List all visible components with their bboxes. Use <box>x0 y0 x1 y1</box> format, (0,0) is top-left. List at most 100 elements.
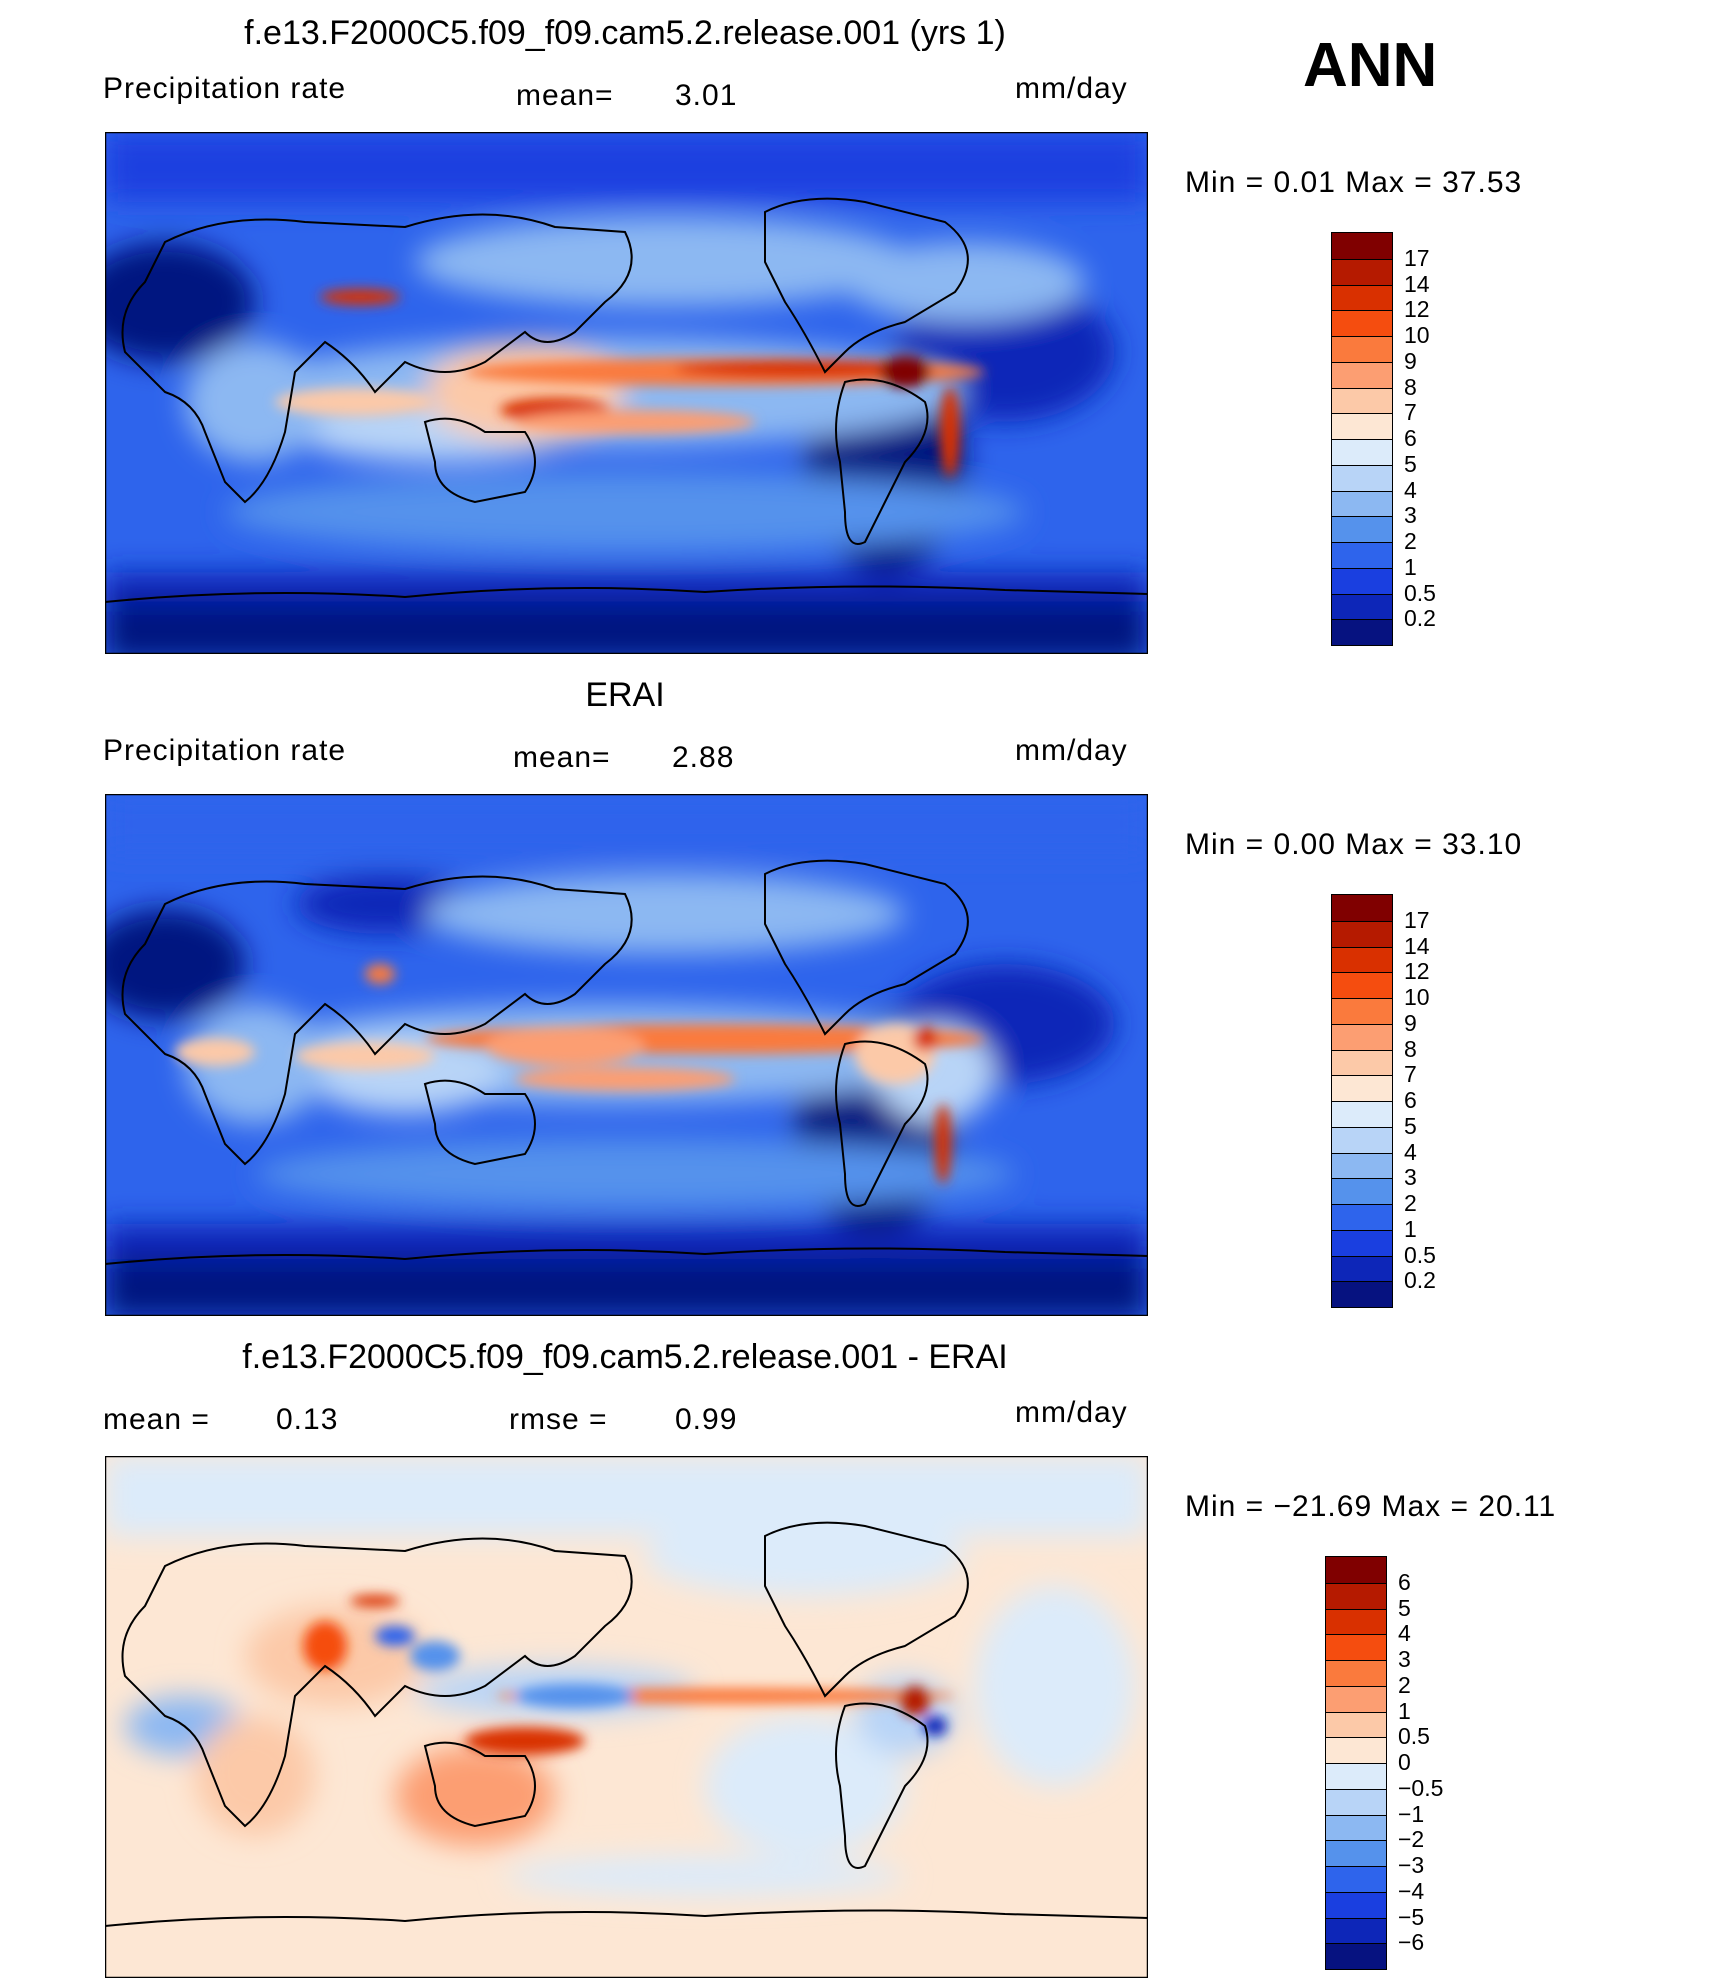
colorbar-tick-label: −4 <box>1398 1877 1425 1904</box>
colorbar-swatch <box>1332 567 1392 594</box>
panel2-title: ERAI <box>585 676 665 714</box>
colorbar-swatch <box>1332 413 1392 439</box>
panel2-variable-label: Precipitation rate <box>103 734 347 767</box>
colorbar-swatch <box>1326 1660 1386 1686</box>
colorbar-tick-label: 3 <box>1404 1164 1417 1191</box>
colorbar-swatch <box>1332 998 1392 1024</box>
panel2-minmax: Min = 0.00 Max = 33.10 <box>1185 828 1523 861</box>
panel3-units: mm/day <box>1015 1396 1128 1429</box>
colorbar-swatch <box>1332 310 1392 336</box>
colorbar-swatch <box>1332 895 1392 921</box>
colorbar-swatch <box>1332 1229 1392 1256</box>
panel2-map-svg <box>104 793 1149 1317</box>
colorbar-swatch <box>1332 593 1392 620</box>
panel3-rmse-label: rmse = <box>509 1403 608 1436</box>
panel2-colorbar: 17 14 12 10 9 8 7 6 5 4 3 2 1 0.5 0.2 <box>1331 894 1436 1308</box>
landmass-eurasia-africa <box>121 875 633 1166</box>
colorbar-swatch <box>1326 1917 1386 1944</box>
colorbar-tick-label: 7 <box>1404 399 1417 426</box>
colorbar-tick-label: 1 <box>1404 1215 1417 1242</box>
colorbar-swatch <box>1332 516 1392 542</box>
landmass-australia <box>423 1079 536 1166</box>
colorbar-tick-label: −6 <box>1398 1929 1425 1956</box>
panel3-mean-label: mean = <box>103 1403 210 1436</box>
colorbar-swatch <box>1332 1152 1392 1179</box>
colorbar-swatch <box>1332 972 1392 998</box>
colorbar-tick-label: 0.5 <box>1404 1241 1436 1268</box>
colorbar-tick-label: 17 <box>1404 906 1430 933</box>
panel3-map-frame <box>104 1455 1149 1979</box>
panel2-mean-label: mean= <box>513 741 611 774</box>
colorbar-swatch <box>1332 542 1392 568</box>
colorbar-swatch <box>1326 1788 1386 1815</box>
colorbar-swatch <box>1332 1178 1392 1204</box>
colorbar-tick-label: −0.5 <box>1398 1774 1444 1801</box>
landmass-eurasia-africa <box>121 1537 633 1828</box>
colorbar-tick-label: −2 <box>1398 1826 1425 1853</box>
landmass-australia <box>423 417 536 504</box>
colorbar-tick-label: 3 <box>1398 1646 1411 1672</box>
colorbar-swatch <box>1326 1685 1386 1712</box>
colorbar-swatch <box>1332 920 1392 947</box>
colorbar-swatch <box>1326 1840 1386 1866</box>
panel3-rmse-value: 0.99 <box>675 1403 738 1436</box>
colorbar-swatch <box>1326 1608 1386 1635</box>
panel1-title: f.e13.F2000C5.f09_f09.cam5.2.release.001… <box>244 14 1006 52</box>
colorbar-tick-label: 8 <box>1404 1035 1417 1062</box>
colorbar-tick-label: 5 <box>1398 1594 1411 1621</box>
colorbar-swatch <box>1332 336 1392 362</box>
panel2-units: mm/day <box>1015 734 1128 767</box>
colorbar-tick-label: 1 <box>1404 553 1417 580</box>
colorbar-swatch <box>1332 387 1392 414</box>
panel3-colorbar: 6 5 4 3 2 1 0.5 0 −0.5 −1 −2 −3 −4 −5 −6 <box>1325 1556 1443 1970</box>
panel1-minmax: Min = 0.01 Max = 37.53 <box>1185 166 1523 199</box>
colorbar-swatch <box>1332 619 1392 645</box>
landmass-north-america <box>764 859 969 1036</box>
colorbar-swatch <box>1326 1557 1386 1583</box>
colorbar-tick-label: 3 <box>1404 502 1417 529</box>
panel2-mean-value: 2.88 <box>672 741 735 774</box>
panel2-map <box>104 793 1149 1317</box>
landmass-north-america <box>764 197 969 374</box>
landmass-australia <box>423 1741 536 1828</box>
colorbar-swatch <box>1332 1126 1392 1153</box>
panel1-map-frame <box>104 131 1149 655</box>
colorbar-swatch <box>1326 1763 1386 1789</box>
colorbar-tick-label: 7 <box>1404 1061 1417 1088</box>
colorbar-swatch <box>1326 1943 1386 1969</box>
colorbar-swatch <box>1326 1737 1386 1763</box>
season-label: ANN <box>1303 31 1438 100</box>
colorbar-swatch <box>1326 1866 1386 1892</box>
panel1-mean-label: mean= <box>516 79 614 112</box>
colorbar-tick-label: 14 <box>1404 932 1430 959</box>
colorbar-tick-label: 2 <box>1404 1190 1417 1216</box>
colorbar-swatch <box>1332 1101 1392 1127</box>
colorbar-tick-label: 14 <box>1404 270 1430 297</box>
colorbar-tick-label: 4 <box>1398 1620 1411 1647</box>
colorbar-swatch <box>1332 439 1392 465</box>
colorbar-swatch <box>1332 1204 1392 1230</box>
colorbar-tick-label: 0.2 <box>1404 1267 1436 1294</box>
landmass-south-america <box>835 1702 929 1869</box>
colorbar-tick-label: 6 <box>1398 1568 1411 1595</box>
colorbar-tick-label: 0.5 <box>1398 1723 1430 1750</box>
colorbar-tick-label: 10 <box>1404 322 1430 348</box>
colorbar-tick-label: −3 <box>1398 1852 1425 1878</box>
colorbar-swatch <box>1326 1634 1386 1660</box>
colorbar-swatch <box>1326 1891 1386 1918</box>
colorbar-swatch <box>1326 1814 1386 1841</box>
colorbar-tick-label: 12 <box>1404 296 1430 323</box>
colorbar-tick-label: 12 <box>1404 958 1430 985</box>
panel1-map-svg <box>104 131 1149 655</box>
panel1-variable-label: Precipitation rate <box>103 72 347 105</box>
colorbar-tick-label: 4 <box>1404 476 1417 503</box>
colorbar-tick-label: 5 <box>1404 450 1417 477</box>
colorbar-tick-label: 2 <box>1398 1671 1411 1698</box>
panel3-map <box>104 1455 1149 1979</box>
colorbar-tick-label: 8 <box>1404 373 1417 400</box>
colorbar-tick-label: 1 <box>1398 1697 1411 1724</box>
colorbar-tick-label: 0.5 <box>1404 579 1436 606</box>
panel3-title: f.e13.F2000C5.f09_f09.cam5.2.release.001… <box>242 1338 1008 1376</box>
panel3-map-svg <box>104 1455 1149 1979</box>
colorbar-swatch <box>1332 1255 1392 1282</box>
